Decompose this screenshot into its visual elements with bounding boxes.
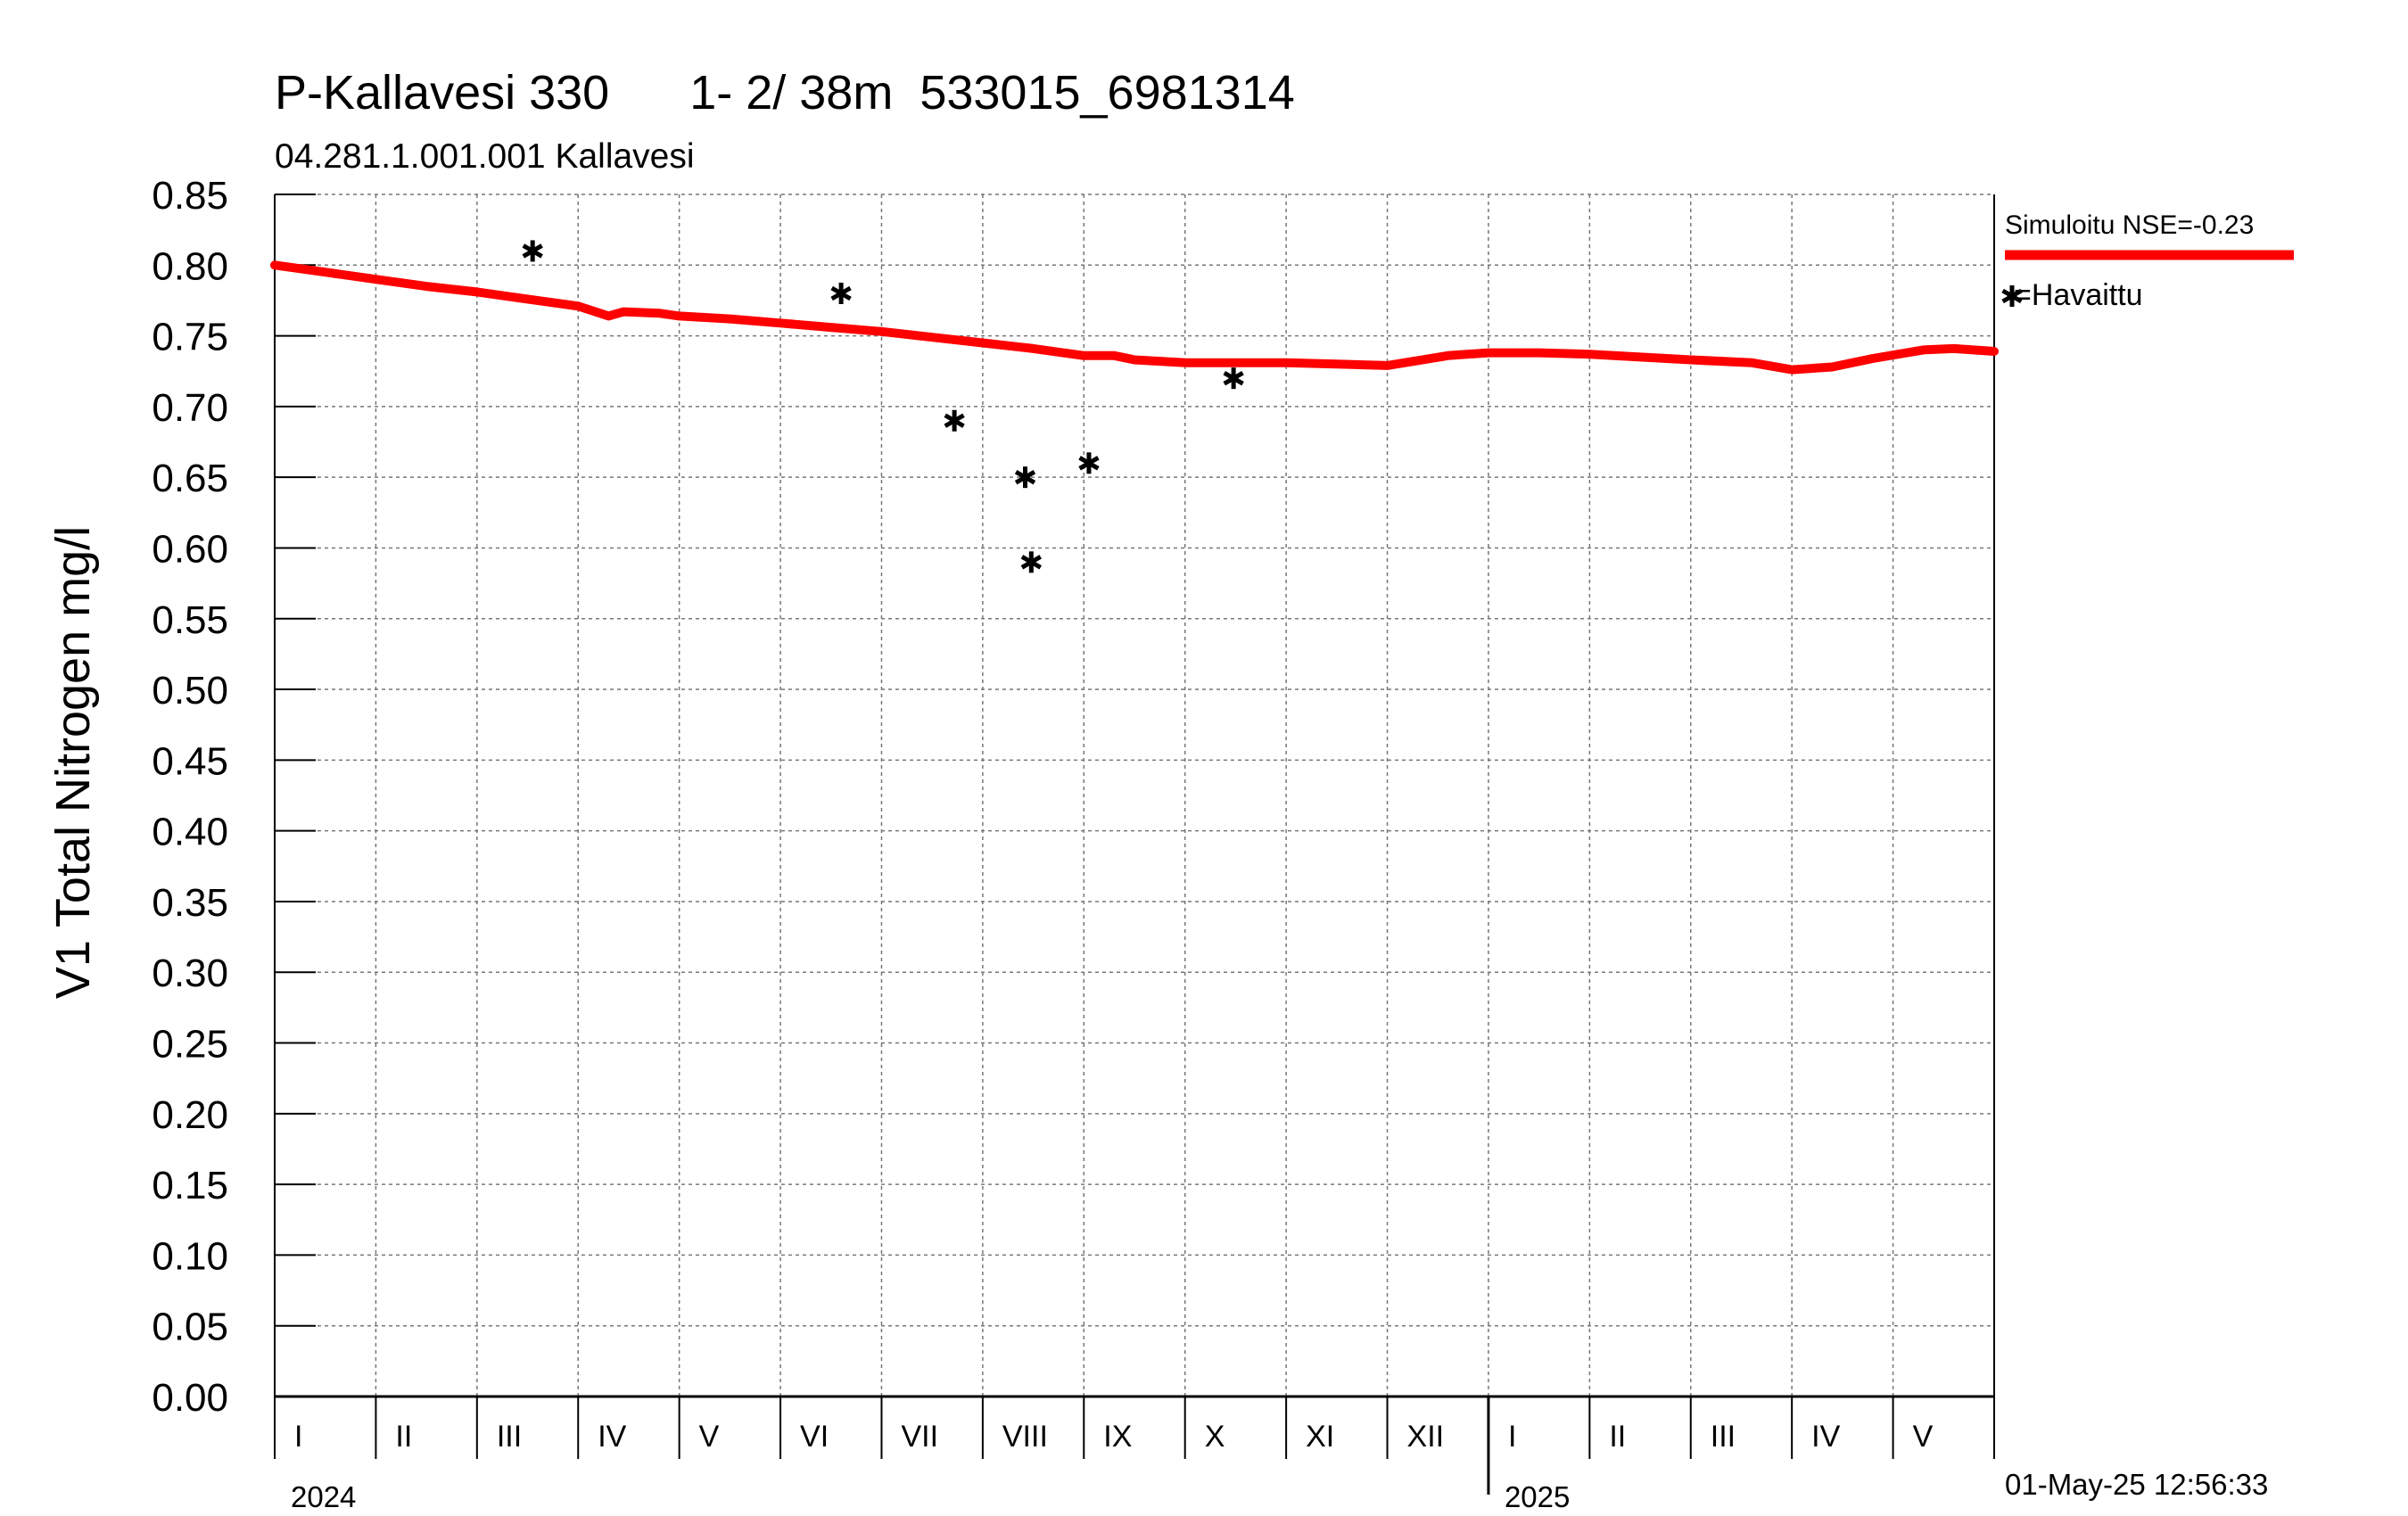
y-tick-label: 0.80 [152,244,228,288]
y-tick-label: 0.45 [152,739,228,783]
y-tick-label: 0.55 [152,598,228,642]
observed-point [1020,551,1042,573]
y-tick-label: 0.85 [152,174,228,218]
y-tick-label: 0.60 [152,527,228,571]
legend-marker-label: =Havaittu [2014,278,2143,312]
y-tick-label: 0.20 [152,1093,228,1137]
y-tick-label: 0.15 [152,1164,228,1207]
observed-point [1014,466,1036,489]
month-label: III [1711,1420,1736,1454]
month-label: IX [1103,1420,1132,1454]
y-tick-label: 0.10 [152,1234,228,1278]
month-label: VIII [1002,1420,1048,1454]
month-label: XII [1407,1420,1445,1454]
month-label: I [294,1420,302,1454]
month-label: V [699,1420,720,1454]
month-label: I [1508,1420,1516,1454]
y-tick-label: 0.00 [152,1376,228,1420]
month-label: II [1609,1420,1626,1454]
observed-point [1078,452,1100,474]
month-label: III [497,1420,522,1454]
month-label: IV [598,1420,626,1454]
grid-lines [275,194,1994,1397]
month-label: V [1913,1420,1934,1454]
y-tick-label: 0.05 [152,1306,228,1349]
month-label: IV [1811,1420,1840,1454]
month-label: VI [800,1420,829,1454]
y-tick-label: 0.25 [152,1023,228,1067]
y-tick-label: 0.50 [152,669,228,713]
month-label: II [395,1420,412,1454]
timestamp: 01-May-25 12:56:33 [2005,1468,2268,1501]
y-tick-label: 0.40 [152,811,228,854]
axes [274,194,1995,1495]
year-label: 2024 [291,1480,356,1513]
y-tick-label: 0.65 [152,457,228,500]
legend-marker-swatch [2001,285,2023,307]
y-tick-label: 0.70 [152,386,228,430]
plot-series [270,240,1999,573]
observed-point [830,283,852,305]
y-tick-labels: 0.00 0.05 0.10 0.15 0.20 0.25 0.30 0.35 0.40 0.45… [152,174,228,1420]
observed-point [1223,367,1244,390]
legend: Simuloitu NSE=-0.23 =Havaittu [2001,210,2294,312]
observed-point [522,240,543,262]
legend-line-label: Simuloitu NSE=-0.23 [2005,210,2254,240]
legend-star-icon [2001,285,2023,307]
chart-subtitle: 04.281.1.001.001 Kallavesi [275,137,695,176]
month-label: X [1205,1420,1225,1454]
year-label: 2025 [1505,1480,1570,1513]
simulated-line [270,260,1999,375]
y-tick-label: 0.75 [152,316,228,359]
chart-title: P-Kallavesi 330 1- 2/ 38m 533015_6981314 [275,66,1295,119]
y-tick-label: 0.35 [152,881,228,925]
observed-point [944,409,965,432]
month-label: XI [1306,1420,1334,1454]
y-tick-label: 0.30 [152,952,228,995]
month-label: VII [901,1420,938,1454]
y-axis-label: V1 Total Nitrogen mg/l [46,526,100,999]
